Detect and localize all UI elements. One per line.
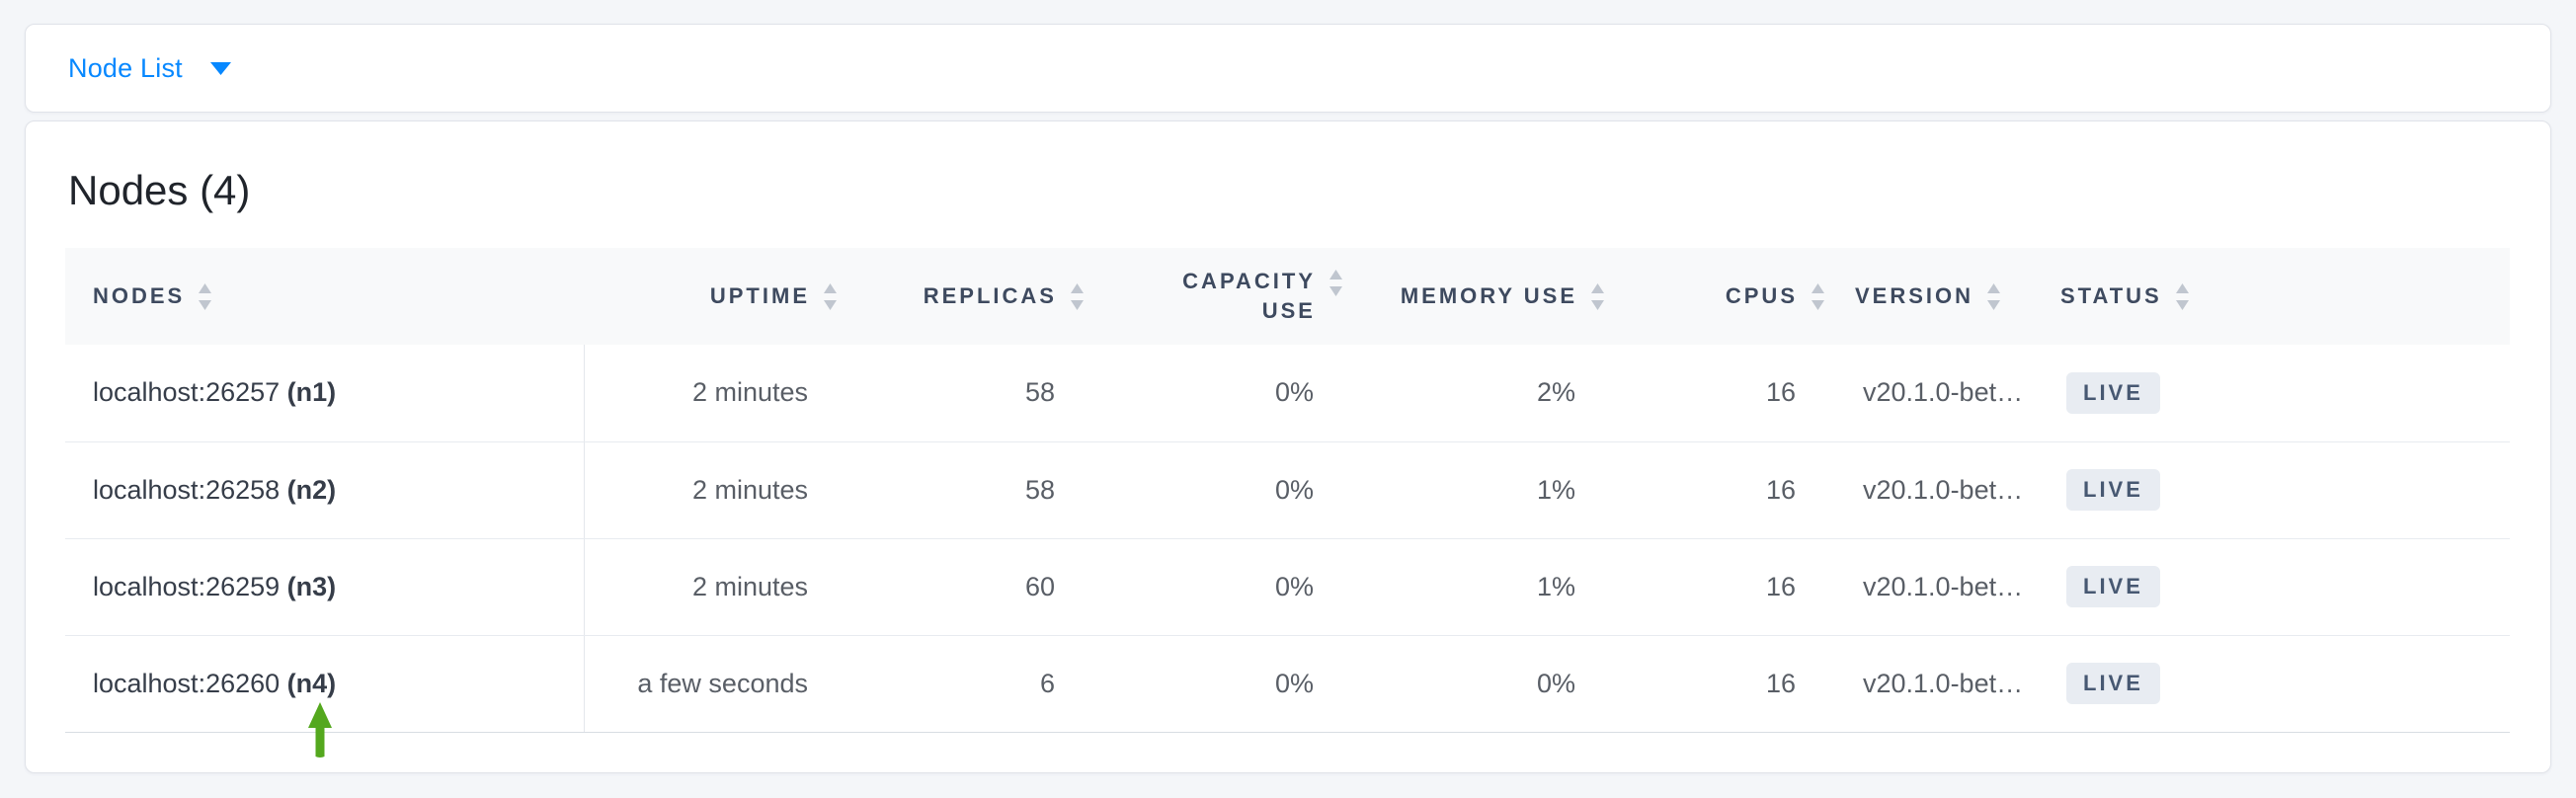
column-header-version[interactable]: Version [1853, 248, 2058, 345]
memory-use-cell: 1% [1371, 538, 1633, 636]
status-badge: LIVE [2066, 469, 2160, 511]
nodes-card: Nodes (4) Nodes Uptime Re [25, 120, 2551, 773]
version-cell: v20.1.0-bet… [1853, 441, 2058, 539]
capacity-use-cell: 0% [1112, 538, 1371, 636]
cpus-cell: 16 [1633, 538, 1853, 636]
sort-arrows-icon [824, 282, 837, 310]
chevron-down-icon [209, 61, 231, 75]
column-header-memory-use[interactable]: Memory Use [1371, 248, 1633, 345]
sort-arrows-icon [1811, 282, 1824, 310]
column-header-capacity-use[interactable]: Capacity Use [1112, 248, 1371, 345]
replicas-cell: 58 [865, 345, 1112, 442]
node-list-dropdown-label: Node List [68, 52, 183, 83]
capacity-use-cell: 0% [1112, 345, 1371, 442]
nodes-title: Nodes (4) [68, 167, 251, 213]
status-badge: LIVE [2066, 566, 2160, 607]
cpus-cell: 16 [1633, 441, 1853, 539]
node-list-dropdown[interactable]: Node List [68, 53, 233, 84]
uptime-cell: 2 minutes [583, 441, 865, 539]
nodes-table: Nodes Uptime Replicas Capacity Use [65, 248, 2510, 733]
memory-use-cell: 2% [1371, 345, 1633, 442]
uptime-cell: 2 minutes [583, 345, 865, 442]
memory-use-cell: 0% [1371, 635, 1633, 733]
column-header-uptime[interactable]: Uptime [584, 248, 865, 345]
capacity-use-cell: 0% [1112, 441, 1371, 539]
column-header-replicas[interactable]: Replicas [865, 248, 1112, 345]
uptime-cell: 2 minutes [583, 538, 865, 636]
status-badge: LIVE [2066, 371, 2160, 414]
arrow-up-icon [308, 702, 332, 758]
node-link[interactable]: localhost:26258 (n2) [93, 474, 337, 505]
sort-arrows-icon [1591, 282, 1604, 310]
cpus-cell: 16 [1633, 345, 1853, 442]
table-row: localhost:26260 (n4) a few seconds 6 0% … [65, 635, 2510, 733]
sort-arrows-icon [1071, 282, 1084, 310]
version-cell: v20.1.0-bet… [1853, 635, 2058, 733]
view-selector-bar: Node List [25, 24, 2551, 113]
table-header-row: Nodes Uptime Replicas Capacity Use [65, 248, 2510, 345]
sort-arrows-icon [199, 282, 212, 310]
column-header-nodes[interactable]: Nodes [65, 248, 584, 345]
sort-arrows-icon [1987, 282, 2001, 310]
version-cell: v20.1.0-bet… [1853, 345, 2058, 442]
uptime-cell: a few seconds [583, 635, 865, 733]
status-badge: LIVE [2066, 663, 2160, 704]
memory-use-cell: 1% [1371, 441, 1633, 539]
cpus-cell: 16 [1633, 635, 1853, 733]
node-link[interactable]: localhost:26257 (n1) [93, 377, 337, 408]
capacity-use-cell: 0% [1112, 635, 1371, 733]
column-header-status[interactable]: Status [2058, 248, 2510, 345]
column-header-cpus[interactable]: CPUs [1633, 248, 1853, 345]
node-link[interactable]: localhost:26259 (n3) [93, 571, 337, 601]
node-link[interactable]: localhost:26260 (n4) [93, 668, 337, 698]
table-row: localhost:26257 (n1) 2 minutes 58 0% 2% … [65, 345, 2510, 442]
replicas-cell: 6 [865, 635, 1112, 733]
replicas-cell: 58 [865, 441, 1112, 539]
replicas-cell: 60 [865, 538, 1112, 636]
version-cell: v20.1.0-bet… [1853, 538, 2058, 636]
table-row: localhost:26258 (n2) 2 minutes 58 0% 1% … [65, 441, 2510, 539]
table-row: localhost:26259 (n3) 2 minutes 60 0% 1% … [65, 538, 2510, 636]
sort-arrows-icon [2175, 282, 2189, 310]
sort-arrows-icon [1329, 270, 1342, 297]
